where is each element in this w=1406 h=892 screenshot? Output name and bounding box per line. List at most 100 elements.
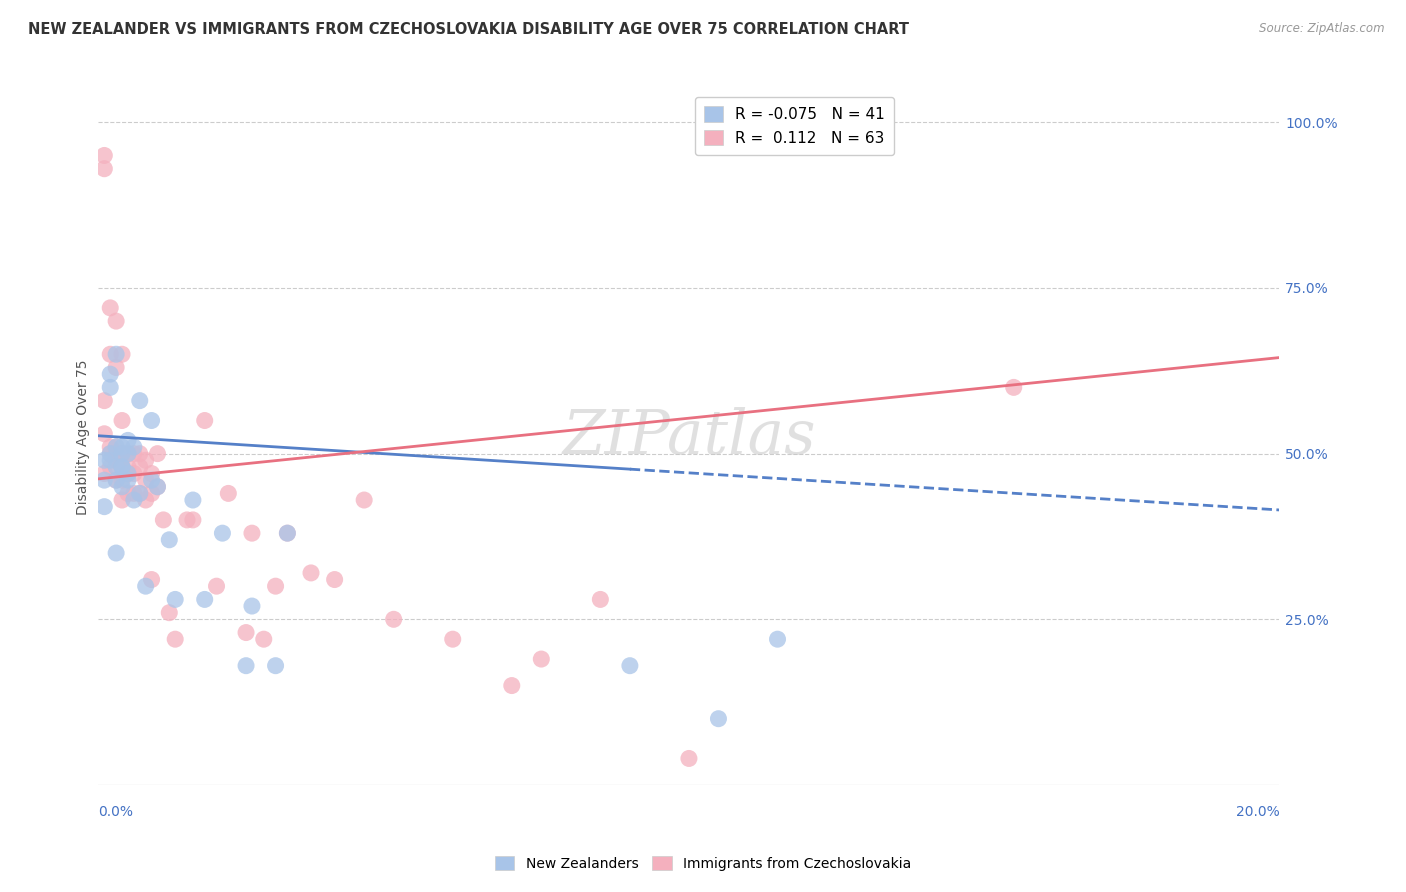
- Point: [122, 447, 145, 461]
- Point: [122, 440, 145, 454]
- Point: [111, 493, 134, 508]
- Point: [93, 467, 115, 481]
- Point: [111, 480, 134, 494]
- Point: [98, 459, 121, 474]
- Point: [98, 447, 121, 461]
- Point: [105, 473, 128, 487]
- Point: [165, 632, 187, 647]
- Point: [111, 459, 134, 474]
- Text: NEW ZEALANDER VS IMMIGRANTS FROM CZECHOSLOVAKIA DISABILITY AGE OVER 75 CORRELATI: NEW ZEALANDER VS IMMIGRANTS FROM CZECHOS…: [28, 22, 910, 37]
- Point: [93, 161, 115, 176]
- Point: [117, 486, 139, 500]
- Point: [93, 500, 115, 514]
- Point: [117, 473, 139, 487]
- Point: [589, 592, 612, 607]
- Point: [128, 393, 150, 408]
- Point: [766, 632, 789, 647]
- Point: [122, 486, 145, 500]
- Point: [105, 440, 128, 454]
- Point: [253, 632, 276, 647]
- Point: [105, 459, 128, 474]
- Point: [117, 467, 139, 481]
- Point: [1002, 380, 1025, 394]
- Point: [235, 658, 257, 673]
- Point: [111, 413, 134, 427]
- Point: [194, 413, 217, 427]
- Point: [299, 566, 322, 580]
- Point: [382, 612, 405, 626]
- Point: [264, 579, 287, 593]
- Point: [146, 480, 169, 494]
- Point: [165, 592, 187, 607]
- Point: [98, 367, 121, 381]
- Point: [111, 447, 134, 461]
- Y-axis label: Disability Age Over 75: Disability Age Over 75: [76, 359, 90, 515]
- Point: [135, 453, 157, 467]
- Point: [194, 592, 217, 607]
- Point: [111, 473, 134, 487]
- Point: [323, 573, 346, 587]
- Point: [93, 393, 115, 408]
- Point: [441, 632, 464, 647]
- Point: [217, 486, 239, 500]
- Point: [93, 473, 115, 487]
- Point: [678, 751, 700, 765]
- Point: [276, 526, 298, 541]
- Point: [117, 434, 139, 448]
- Point: [128, 486, 150, 500]
- Point: [128, 459, 150, 474]
- Point: [105, 360, 128, 375]
- Point: [117, 467, 139, 481]
- Point: [135, 473, 157, 487]
- Point: [117, 447, 139, 461]
- Point: [264, 658, 287, 673]
- Point: [122, 493, 145, 508]
- Point: [276, 526, 298, 541]
- Legend: New Zealanders, Immigrants from Czechoslovakia: New Zealanders, Immigrants from Czechosl…: [489, 851, 917, 876]
- Point: [128, 447, 150, 461]
- Point: [117, 459, 139, 474]
- Text: ZIPatlas: ZIPatlas: [562, 407, 815, 467]
- Point: [128, 486, 150, 500]
- Point: [176, 513, 198, 527]
- Point: [141, 467, 163, 481]
- Point: [146, 480, 169, 494]
- Text: 0.0%: 0.0%: [98, 805, 134, 819]
- Point: [141, 413, 163, 427]
- Point: [135, 579, 157, 593]
- Point: [105, 347, 128, 361]
- Point: [98, 447, 121, 461]
- Point: [141, 573, 163, 587]
- Point: [111, 459, 134, 474]
- Point: [111, 347, 134, 361]
- Point: [105, 453, 128, 467]
- Point: [105, 447, 128, 461]
- Point: [105, 546, 128, 560]
- Point: [98, 301, 121, 315]
- Point: [105, 314, 128, 328]
- Point: [117, 447, 139, 461]
- Point: [141, 486, 163, 500]
- Point: [93, 148, 115, 162]
- Point: [135, 493, 157, 508]
- Point: [98, 453, 121, 467]
- Point: [181, 493, 204, 508]
- Point: [105, 473, 128, 487]
- Point: [240, 599, 263, 613]
- Point: [152, 513, 174, 527]
- Point: [157, 533, 180, 547]
- Point: [353, 493, 375, 508]
- Point: [240, 526, 263, 541]
- Point: [235, 625, 257, 640]
- Point: [105, 440, 128, 454]
- Point: [530, 652, 553, 666]
- Point: [619, 658, 641, 673]
- Point: [211, 526, 233, 541]
- Point: [141, 473, 163, 487]
- Point: [93, 426, 115, 441]
- Point: [707, 712, 730, 726]
- Point: [146, 447, 169, 461]
- Point: [98, 347, 121, 361]
- Text: Source: ZipAtlas.com: Source: ZipAtlas.com: [1260, 22, 1385, 36]
- Point: [205, 579, 228, 593]
